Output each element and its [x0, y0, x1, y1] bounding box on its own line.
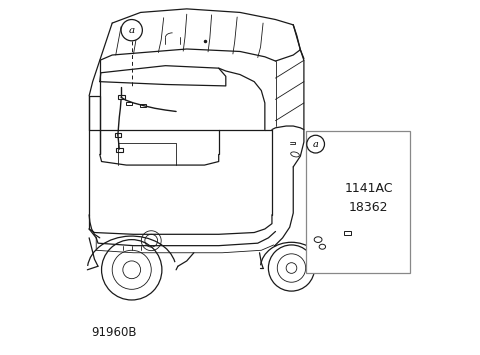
Bar [115, 133, 121, 137]
Bar [140, 104, 146, 107]
Bar [118, 95, 125, 99]
Bar [306, 131, 410, 273]
Text: 1141AC: 1141AC [344, 182, 393, 195]
Text: 18362: 18362 [349, 201, 388, 214]
Bar [344, 231, 351, 235]
Circle shape [121, 20, 143, 41]
Text: a: a [312, 140, 319, 149]
Bar [126, 102, 132, 105]
Circle shape [307, 135, 324, 153]
Text: 91960B: 91960B [91, 326, 137, 339]
Text: a: a [129, 26, 135, 35]
Bar [117, 148, 123, 152]
